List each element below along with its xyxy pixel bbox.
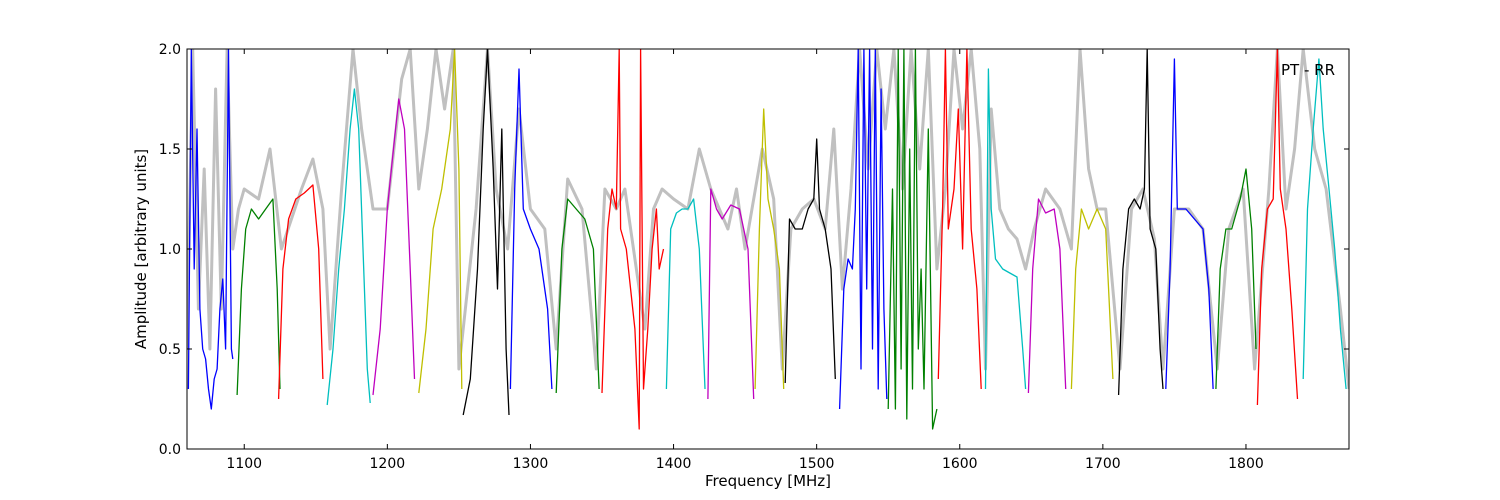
x-tick-label: 1600 [942,456,978,472]
series-line-7 [462,49,510,416]
y-tick-label: 1.5 [159,142,181,158]
x-axis-label: Frequency [MHz] [705,472,831,490]
series-line-11 [665,198,706,390]
series-line-8 [509,68,553,390]
series-line-17 [937,49,982,390]
series-line-9 [555,198,600,394]
series-line-14 [784,138,836,384]
series-line-1 [187,49,234,410]
series-line-5 [372,98,416,396]
series-line-13 [754,108,785,390]
x-tick-label: 1800 [1228,456,1264,472]
series-line-21 [1117,49,1164,396]
series-line-4 [326,88,371,406]
y-axis-label: Amplitude [arbitrary units] [132,149,150,349]
x-tick-label: 1300 [513,456,549,472]
x-tick-label: 1700 [1085,456,1121,472]
series-line-10 [601,49,665,430]
series-line-18 [984,68,1027,390]
series-line-15 [838,49,888,410]
y-tick-label: 1.0 [159,242,181,258]
y-tick-label: 2.0 [159,42,181,58]
x-tick-label: 1100 [226,456,262,472]
series-line-24 [1256,49,1299,406]
series-line-6 [418,49,463,394]
series-line-16 [887,49,938,430]
series-line-23 [1215,168,1257,390]
series-line-2 [236,198,281,396]
x-tick-label: 1200 [370,456,406,472]
series-line-22 [1165,58,1214,390]
background-series-line [187,49,1349,390]
series-line-12 [707,188,755,400]
x-tick-label: 1500 [799,456,835,472]
y-tick-label: 0.0 [159,442,181,458]
y-tick-label: 0.5 [159,342,181,358]
series-line-19 [1027,198,1067,394]
series-line-3 [277,184,324,400]
series-line-20 [1070,208,1114,390]
x-tick-label: 1400 [656,456,692,472]
plot-annotation: PT - RR [1281,61,1335,79]
series-line-25 [1302,58,1347,390]
